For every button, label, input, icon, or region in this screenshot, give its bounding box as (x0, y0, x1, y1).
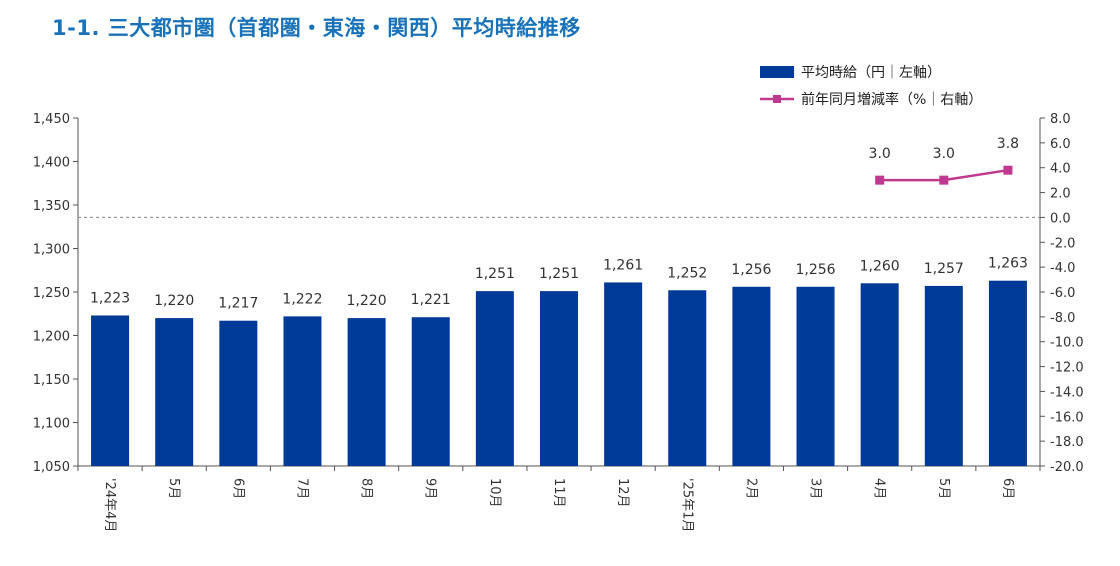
left-tick-label: 1,150 (33, 373, 70, 388)
x-category-label: 10月 (487, 478, 502, 508)
left-tick-label: 1,250 (33, 286, 70, 301)
left-tick-label: 1,300 (33, 243, 70, 258)
right-tick-label: -12.0 (1050, 361, 1084, 376)
left-tick-label: 1,400 (33, 156, 70, 171)
bar-value-label: 1,217 (218, 296, 258, 312)
right-tick-label: -10.0 (1050, 336, 1084, 351)
bar (796, 286, 835, 466)
left-tick-label: 1,350 (33, 199, 70, 214)
bar-value-label: 1,260 (860, 258, 900, 274)
bar (924, 285, 963, 466)
right-tick-label: -14.0 (1050, 385, 1084, 400)
bar (283, 316, 322, 466)
bar-value-label: 1,256 (731, 262, 771, 278)
bar (347, 318, 386, 466)
legend-bar-label: 平均時給（円｜左軸） (801, 65, 941, 81)
bar-value-label: 1,223 (90, 290, 130, 306)
bar (860, 283, 899, 466)
legend-line-label: 前年同月増減率（%｜右軸） (801, 91, 982, 108)
bar-value-label: 1,257 (924, 261, 964, 277)
bar (732, 286, 771, 466)
right-tick-label: 2.0 (1050, 187, 1071, 202)
legend-line-marker (773, 95, 781, 103)
legend-bar-swatch (760, 66, 794, 78)
x-category-label: 12月 (615, 478, 630, 508)
rate-point (1003, 165, 1013, 175)
right-tick-label: -4.0 (1050, 261, 1075, 276)
x-category-label: 8月 (359, 478, 374, 499)
x-category-label: 7月 (294, 478, 309, 499)
bar (668, 290, 707, 466)
bar-value-label: 1,252 (667, 265, 707, 281)
x-category-label: 2月 (743, 478, 758, 499)
left-tick-label: 1,200 (33, 330, 70, 345)
chart-title: 1-1. 三大都市圏（首都圏・東海・関西）平均時給推移 (52, 16, 581, 40)
rate-value-label: 3.8 (997, 136, 1019, 152)
right-tick-label: 8.0 (1050, 112, 1071, 127)
bar-value-label: 1,251 (539, 266, 579, 282)
bar-value-label: 1,222 (282, 291, 322, 307)
x-category-label: '25年1月 (679, 478, 694, 532)
bar-value-label: 1,261 (603, 257, 643, 273)
right-tick-label: -8.0 (1050, 311, 1075, 326)
x-category-label: 3月 (808, 478, 823, 499)
x-category-label: 9月 (423, 478, 438, 499)
x-category-label: '24年4月 (102, 478, 117, 532)
rate-point (939, 175, 949, 185)
right-tick-label: 6.0 (1050, 137, 1071, 152)
bar (155, 318, 194, 466)
bar (540, 291, 578, 466)
bar-value-label: 1,263 (988, 256, 1028, 272)
bar-value-label: 1,256 (795, 262, 835, 278)
right-tick-label: -18.0 (1050, 435, 1084, 450)
bar (411, 317, 450, 466)
bar-value-label: 1,221 (411, 292, 451, 308)
left-tick-label: 1,100 (33, 417, 70, 432)
right-tick-label: -6.0 (1050, 286, 1075, 301)
x-category-label: 4月 (872, 478, 887, 499)
x-category-label: 5月 (166, 478, 181, 499)
right-tick-label: 4.0 (1050, 162, 1071, 177)
bar-value-label: 1,251 (475, 266, 515, 282)
x-category-label: 5月 (936, 478, 951, 499)
left-tick-label: 1,050 (33, 460, 70, 475)
right-tick-label: 0.0 (1050, 211, 1071, 226)
bar (91, 315, 130, 466)
bar (988, 280, 1027, 466)
right-tick-label: -2.0 (1050, 236, 1075, 251)
bar (604, 282, 643, 466)
x-category-label: 11月 (551, 478, 566, 508)
right-tick-label: -20.0 (1050, 460, 1084, 475)
bar (475, 291, 514, 466)
x-category-label: 6月 (1000, 478, 1015, 499)
rate-value-label: 3.0 (933, 146, 955, 162)
bar (219, 320, 258, 466)
bar-value-label: 1,220 (347, 293, 387, 309)
rate-point (875, 175, 885, 185)
right-tick-label: -16.0 (1050, 410, 1084, 425)
bar-value-label: 1,220 (154, 293, 194, 309)
left-tick-label: 1,450 (33, 112, 70, 127)
x-category-label: 6月 (230, 478, 245, 499)
rate-value-label: 3.0 (869, 146, 891, 162)
